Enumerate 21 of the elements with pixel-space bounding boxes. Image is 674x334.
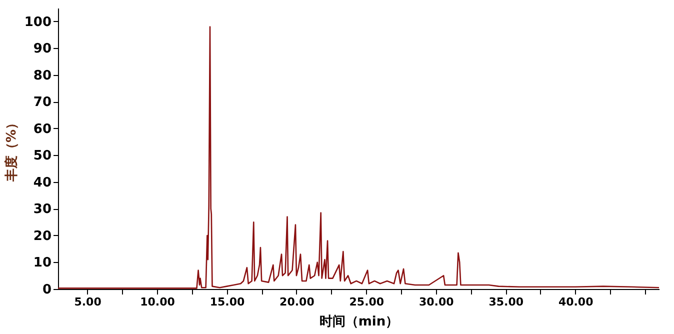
y-tick-label: 30 bbox=[33, 202, 52, 218]
y-tick-label: 80 bbox=[33, 68, 52, 84]
y-tick-label: 100 bbox=[24, 14, 52, 30]
y-tick-label: 50 bbox=[33, 148, 52, 164]
y-tick-label: 20 bbox=[33, 228, 52, 244]
x-tick-label: 35.00 bbox=[488, 296, 524, 308]
y-tick-label: 60 bbox=[33, 122, 52, 137]
x-tick-label: 10.00 bbox=[140, 296, 176, 308]
x-tick-label: 15.00 bbox=[210, 296, 245, 308]
x-axis-title: 时间（min） bbox=[319, 314, 399, 330]
y-axis-title: 丰度（%） bbox=[3, 116, 20, 183]
x-tick-label: 5.00 bbox=[74, 296, 102, 308]
y-tick-label: 90 bbox=[33, 42, 52, 57]
y-tick-label: 40 bbox=[33, 175, 52, 190]
y-tick-label: 70 bbox=[33, 95, 52, 110]
x-tick-label: 40.00 bbox=[558, 296, 594, 308]
y-tick-label: 10 bbox=[33, 256, 52, 271]
x-tick-label: 20.00 bbox=[280, 296, 315, 308]
x-tick-label: 25.00 bbox=[349, 296, 384, 308]
x-tick-label: 30.00 bbox=[418, 296, 454, 308]
y-tick-label: 0 bbox=[42, 282, 52, 298]
